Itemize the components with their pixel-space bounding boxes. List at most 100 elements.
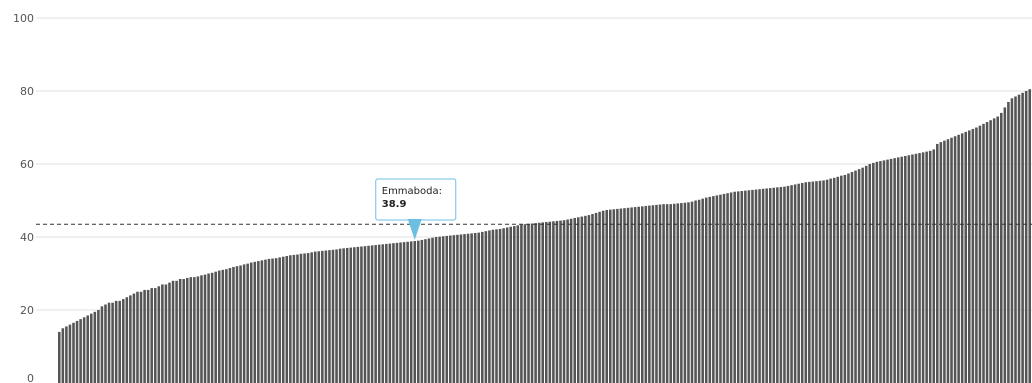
- bar[interactable]: [349, 247, 353, 383]
- bar[interactable]: [985, 122, 989, 383]
- bar[interactable]: [843, 174, 847, 383]
- bar[interactable]: [697, 199, 701, 383]
- bar[interactable]: [968, 130, 971, 383]
- bar[interactable]: [953, 136, 957, 383]
- bar[interactable]: [100, 306, 104, 383]
- bar[interactable]: [793, 184, 797, 383]
- bar[interactable]: [530, 223, 534, 383]
- bar[interactable]: [324, 250, 328, 383]
- bar[interactable]: [850, 172, 854, 383]
- bar[interactable]: [210, 272, 214, 383]
- bar[interactable]: [65, 326, 68, 383]
- bar[interactable]: [505, 227, 509, 383]
- bar[interactable]: [516, 225, 520, 383]
- bar[interactable]: [399, 242, 402, 383]
- bar[interactable]: [904, 155, 907, 383]
- bar[interactable]: [420, 239, 424, 383]
- bar[interactable]: [811, 181, 815, 383]
- bar[interactable]: [310, 252, 313, 383]
- bar[interactable]: [196, 276, 200, 383]
- bar[interactable]: [424, 239, 427, 383]
- bar[interactable]: [879, 161, 882, 383]
- bar[interactable]: [1014, 96, 1017, 383]
- bar[interactable]: [996, 116, 1000, 383]
- bar[interactable]: [303, 253, 306, 383]
- bar[interactable]: [285, 255, 289, 383]
- bar[interactable]: [185, 277, 189, 383]
- bar[interactable]: [772, 187, 776, 383]
- bar[interactable]: [434, 237, 438, 383]
- bar[interactable]: [623, 208, 626, 383]
- bar[interactable]: [886, 159, 889, 383]
- bar[interactable]: [690, 201, 694, 383]
- bar[interactable]: [214, 271, 217, 383]
- bar[interactable]: [445, 235, 449, 383]
- bar[interactable]: [815, 181, 818, 383]
- bar[interactable]: [328, 250, 331, 383]
- bar[interactable]: [388, 243, 392, 383]
- bar[interactable]: [978, 125, 982, 383]
- bar[interactable]: [107, 302, 111, 383]
- bar[interactable]: [768, 188, 772, 383]
- bar[interactable]: [800, 182, 804, 383]
- bar[interactable]: [587, 215, 591, 383]
- bar[interactable]: [946, 139, 950, 383]
- bar[interactable]: [296, 254, 299, 383]
- bar[interactable]: [758, 189, 761, 383]
- bar[interactable]: [86, 315, 89, 383]
- bar[interactable]: [360, 246, 363, 383]
- bar[interactable]: [463, 234, 466, 383]
- bar[interactable]: [918, 153, 921, 383]
- bar[interactable]: [232, 266, 235, 383]
- bar[interactable]: [392, 243, 395, 383]
- bar[interactable]: [527, 223, 530, 383]
- bar[interactable]: [438, 236, 441, 383]
- bar[interactable]: [822, 180, 825, 383]
- bar[interactable]: [335, 249, 338, 383]
- bar[interactable]: [377, 244, 381, 383]
- bar[interactable]: [217, 270, 221, 383]
- bar[interactable]: [893, 158, 896, 383]
- bar[interactable]: [840, 175, 843, 383]
- bar[interactable]: [104, 304, 107, 383]
- bar[interactable]: [264, 259, 267, 383]
- bar[interactable]: [601, 210, 605, 383]
- bar[interactable]: [545, 222, 548, 383]
- bar[interactable]: [61, 328, 65, 383]
- bar[interactable]: [498, 228, 502, 383]
- bar[interactable]: [353, 247, 356, 383]
- bar[interactable]: [267, 258, 271, 383]
- bar[interactable]: [950, 137, 953, 383]
- bar[interactable]: [153, 288, 157, 383]
- bar[interactable]: [665, 204, 669, 383]
- bar[interactable]: [598, 211, 601, 383]
- bar[interactable]: [381, 244, 385, 383]
- bar[interactable]: [239, 265, 242, 383]
- bar[interactable]: [249, 262, 253, 383]
- bar[interactable]: [751, 189, 754, 383]
- bar[interactable]: [633, 207, 637, 383]
- bar[interactable]: [495, 229, 498, 383]
- bar[interactable]: [207, 273, 210, 383]
- bar[interactable]: [452, 235, 456, 383]
- bar[interactable]: [555, 220, 559, 383]
- bar[interactable]: [136, 291, 139, 383]
- bar[interactable]: [804, 182, 808, 383]
- bar[interactable]: [960, 133, 964, 383]
- bar[interactable]: [417, 240, 420, 383]
- bar[interactable]: [449, 235, 452, 383]
- bar[interactable]: [1017, 94, 1021, 383]
- bar[interactable]: [790, 185, 793, 383]
- bar[interactable]: [708, 196, 712, 383]
- bar[interactable]: [1003, 107, 1007, 383]
- bar[interactable]: [943, 140, 946, 383]
- bar[interactable]: [740, 191, 744, 383]
- bar[interactable]: [271, 258, 274, 383]
- bar[interactable]: [395, 242, 399, 383]
- bar[interactable]: [477, 232, 481, 383]
- bar[interactable]: [385, 243, 388, 383]
- bar[interactable]: [321, 250, 324, 383]
- bar[interactable]: [513, 226, 516, 383]
- bar[interactable]: [75, 320, 79, 383]
- bar[interactable]: [274, 258, 278, 383]
